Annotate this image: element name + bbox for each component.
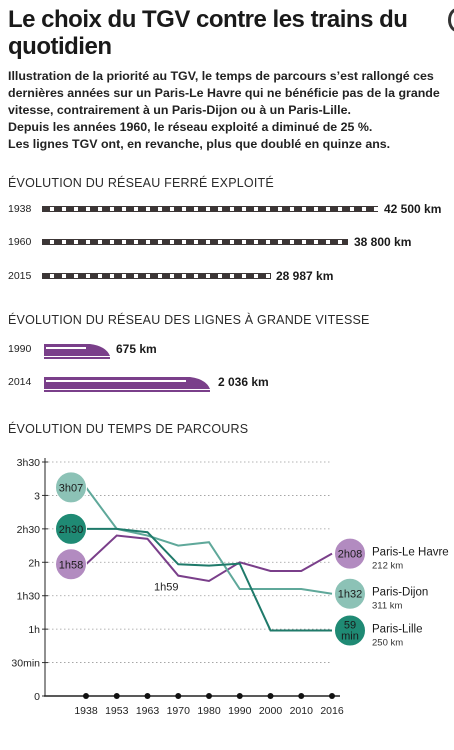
legend-series-distance: 250 km bbox=[372, 637, 403, 648]
x-tick-label: 1953 bbox=[105, 705, 129, 717]
bubble-label: 59 min bbox=[341, 619, 359, 642]
rail-network-title: ÉVOLUTION DU RÉSEAU FERRÉ EXPLOITÉ bbox=[8, 176, 274, 190]
y-tick-label: 1h30 bbox=[17, 591, 41, 603]
series-line-paris-dijon bbox=[85, 486, 333, 595]
bubble-label: 3h07 bbox=[59, 482, 83, 494]
y-tick-label: 2h30 bbox=[17, 524, 41, 536]
x-axis-dot bbox=[175, 693, 182, 699]
y-tick-label: 3 bbox=[34, 490, 40, 502]
value-bubble bbox=[334, 614, 366, 647]
series-line-paris-lille bbox=[86, 527, 332, 632]
x-axis-dot bbox=[113, 693, 120, 699]
rail-track-bar bbox=[42, 273, 271, 279]
travel-time-chart: 0 30min 1h 1h30 2h 2h30 3 3h30 1938 1953 1963 1970… bbox=[11, 457, 449, 717]
tgv-value: 2 036 km bbox=[218, 375, 269, 389]
bubble-label: 1h58 bbox=[59, 559, 83, 571]
logo-fragment bbox=[448, 8, 454, 32]
x-axis-dot bbox=[236, 693, 243, 699]
rail-year: 1938 bbox=[8, 203, 32, 215]
rail-value: 38 800 km bbox=[354, 235, 412, 249]
rail-track-bar bbox=[42, 239, 348, 245]
value-bubble bbox=[55, 548, 87, 581]
y-tick-label: 3h30 bbox=[17, 457, 41, 469]
x-axis-dot bbox=[267, 693, 274, 699]
rail-year: 1960 bbox=[8, 236, 32, 248]
bubble-label: 2h30 bbox=[59, 524, 83, 536]
tgv-train-icon bbox=[44, 344, 110, 359]
bubble-label: 1h32 bbox=[338, 589, 362, 601]
x-tick-label: 1938 bbox=[74, 705, 98, 717]
intro-paragraph: Les lignes TGV ont, en revanche, plus qu… bbox=[8, 137, 391, 151]
legend-series-distance: 311 km bbox=[372, 601, 403, 612]
y-tick-label: 0 bbox=[34, 691, 40, 703]
legend-series-name: Paris-Dijon bbox=[372, 587, 428, 599]
tgv-network-title: ÉVOLUTION DU RÉSEAU DES LIGNES À GRANDE … bbox=[8, 313, 370, 327]
intro-text: Illustration de la priorité au TGV, le t… bbox=[8, 68, 448, 153]
y-tick-label: 1h bbox=[28, 624, 40, 636]
x-axis-dot bbox=[329, 693, 335, 699]
tgv-year: 1990 bbox=[8, 343, 32, 355]
x-tick-label: 2016 bbox=[320, 705, 344, 717]
x-axis-dot bbox=[206, 693, 212, 699]
legend-series-name: Paris-Le Havre bbox=[372, 547, 449, 559]
rail-value: 28 987 km bbox=[276, 269, 334, 283]
series-line-paris-le havre bbox=[85, 534, 333, 583]
x-axis-dot bbox=[298, 693, 305, 699]
y-tick-label: 2h bbox=[28, 557, 40, 569]
y-tick-label: 30min bbox=[11, 658, 40, 670]
intro-paragraph: Illustration de la priorité au TGV, le t… bbox=[8, 69, 440, 117]
x-axis-dot bbox=[144, 693, 151, 699]
rail-track-bar bbox=[42, 206, 378, 212]
x-tick-label: 1990 bbox=[228, 705, 252, 717]
value-bubble bbox=[334, 577, 366, 610]
x-tick-label: 2000 bbox=[259, 705, 283, 717]
x-tick-label: 1980 bbox=[197, 705, 221, 717]
bubble-label: 2h08 bbox=[338, 549, 362, 561]
value-bubble bbox=[334, 537, 366, 570]
value-bubble bbox=[55, 471, 87, 504]
legend-series-name: Paris-Lille bbox=[372, 623, 423, 635]
data-label: 1h59 bbox=[154, 582, 178, 594]
page-title: Le choix du TGV contre les trains du quo… bbox=[8, 6, 408, 60]
x-axis-dot bbox=[83, 693, 89, 699]
rail-value: 42 500 km bbox=[384, 202, 442, 216]
chart-title: ÉVOLUTION DU TEMPS DE PARCOURS bbox=[8, 422, 249, 436]
x-tick-label: 1970 bbox=[167, 705, 191, 717]
intro-paragraph: Depuis les années 1960, le réseau exploi… bbox=[8, 120, 373, 134]
rail-year: 2015 bbox=[8, 270, 32, 282]
value-bubble bbox=[55, 512, 87, 545]
legend-series-distance: 212 km bbox=[372, 561, 403, 572]
x-tick-label: 2010 bbox=[290, 705, 314, 717]
tgv-year: 2014 bbox=[8, 376, 32, 388]
x-tick-label: 1963 bbox=[136, 705, 160, 717]
tgv-train-icon bbox=[44, 377, 210, 392]
tgv-value: 675 km bbox=[116, 342, 157, 356]
